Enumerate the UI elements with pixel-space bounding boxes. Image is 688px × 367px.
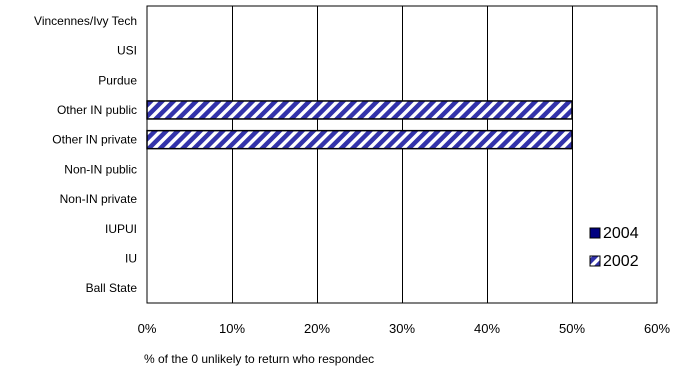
category-label: Ball State	[86, 281, 138, 295]
x-tick-label: 0%	[138, 321, 157, 336]
category-label: Non-IN public	[64, 162, 137, 176]
bar	[146, 100, 573, 120]
x-axis-title: % of the 0 unlikely to return who respon…	[144, 352, 374, 366]
x-axis-ticks: 0% 10% 20% 30% 40% 50% 60%	[138, 321, 671, 336]
x-tick-label: 50%	[559, 321, 585, 336]
x-tick-label: 60%	[644, 321, 670, 336]
bars	[146, 100, 573, 150]
category-label: IUPUI	[105, 222, 137, 236]
category-label: Other IN public	[57, 103, 137, 117]
gridlines	[232, 6, 573, 303]
category-labels: Vincennes/Ivy Tech USI Purdue Other IN publ…	[34, 14, 137, 295]
x-tick-label: 10%	[219, 321, 245, 336]
category-label: USI	[117, 44, 137, 58]
legend-label: 2004	[603, 225, 639, 242]
legend-swatch	[589, 227, 601, 239]
legend-label: 2002	[603, 253, 639, 270]
category-label: IU	[125, 251, 137, 265]
legend: 2004 2002	[589, 225, 639, 270]
category-label: Non-IN private	[60, 192, 138, 206]
category-label: Other IN private	[52, 133, 137, 147]
x-tick-label: 30%	[389, 321, 415, 336]
category-label: Purdue	[98, 73, 137, 87]
legend-swatch	[589, 255, 601, 267]
category-label: Vincennes/Ivy Tech	[34, 14, 137, 28]
x-tick-label: 40%	[474, 321, 500, 336]
x-tick-label: 20%	[304, 321, 330, 336]
bar	[146, 129, 573, 150]
